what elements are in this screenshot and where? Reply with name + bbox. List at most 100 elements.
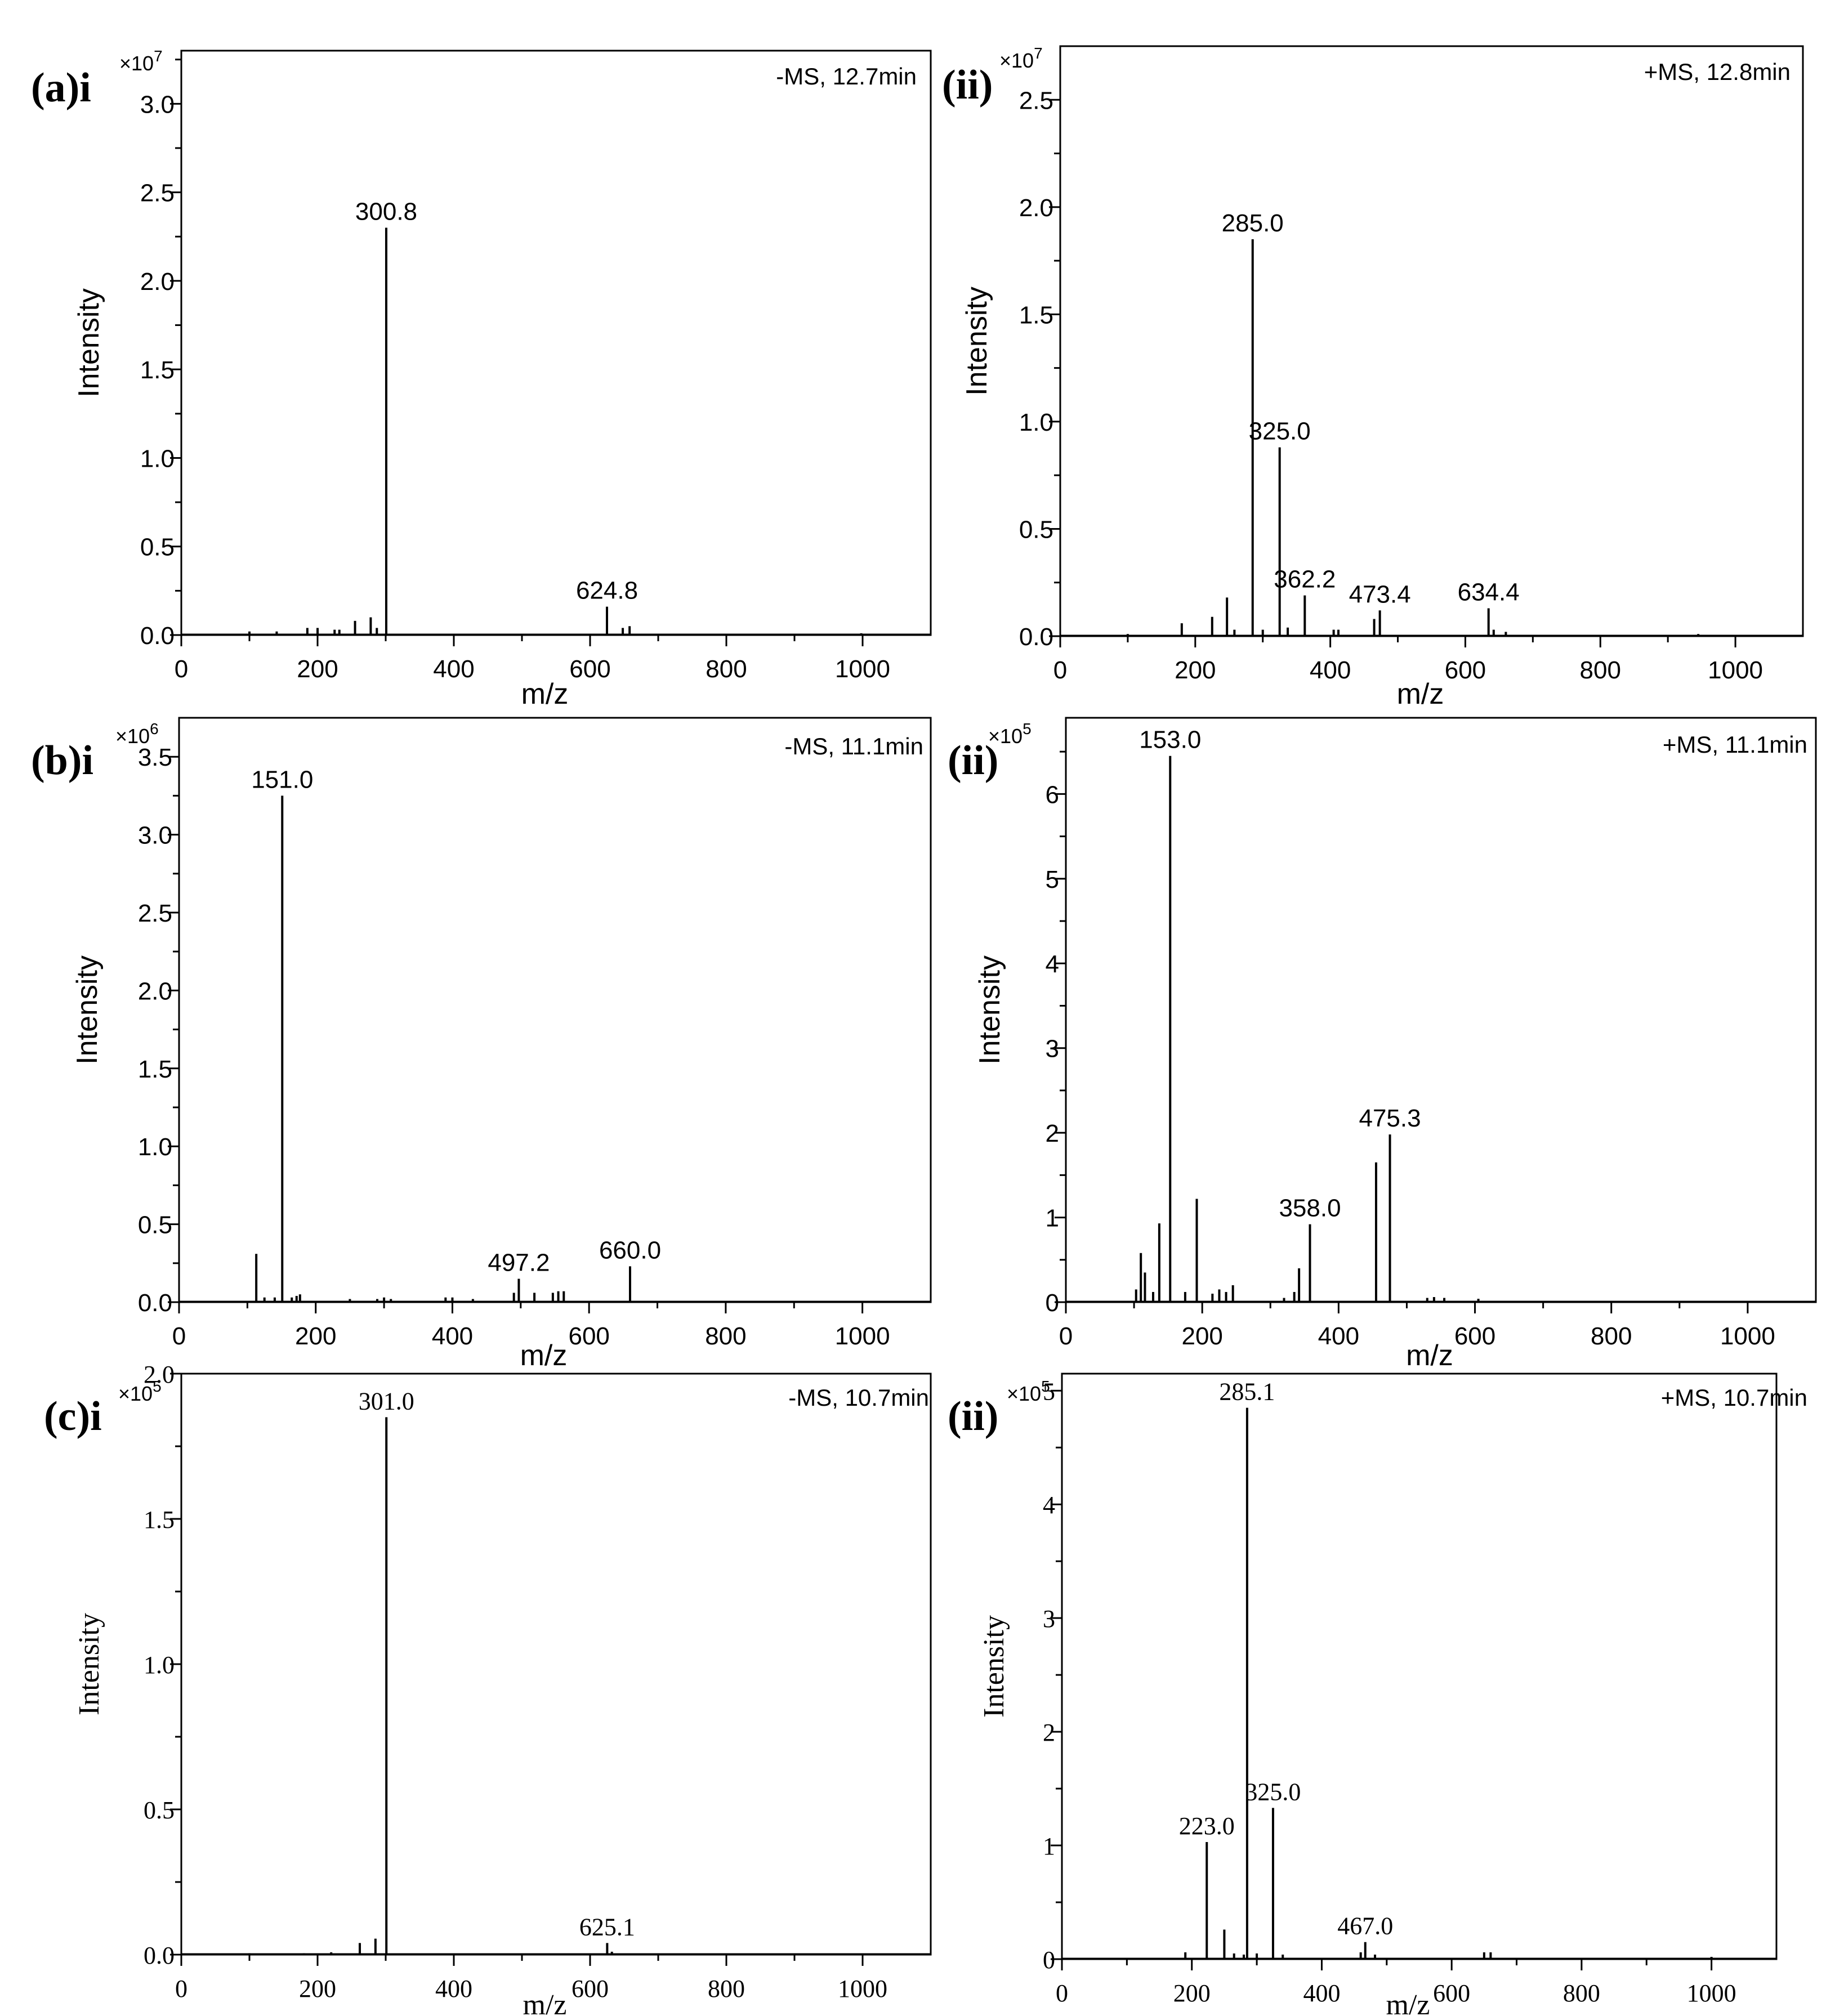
x-tick-label: 0 <box>175 1975 187 2002</box>
y-axis-label: Intensity <box>73 1613 105 1715</box>
x-tick-label: 1000 <box>835 655 890 683</box>
x-axis-label: m/z <box>1406 1339 1453 1372</box>
peak-label: 634.4 <box>1458 578 1520 606</box>
x-tick-label: 800 <box>708 1975 745 2002</box>
x-tick-label: 600 <box>1433 1979 1470 2007</box>
peak-label: 153.0 <box>1139 726 1201 754</box>
x-axis-label: m/z <box>520 1339 568 1372</box>
x-tick-label: 1000 <box>835 1322 890 1350</box>
peak-label: 473.4 <box>1349 580 1411 608</box>
y-tick-label: 1.0 <box>138 1133 172 1161</box>
x-tick-label: 800 <box>1580 656 1621 684</box>
x-tick-label: 400 <box>433 655 474 683</box>
peak-label: 362.2 <box>1274 566 1336 593</box>
panel-label: (ii) <box>948 737 998 784</box>
y-tick-label: 2 <box>1046 1120 1059 1147</box>
y-tick-label: 1.5 <box>140 356 175 384</box>
y-tick-label: 1.0 <box>144 1651 175 1679</box>
y-tick-label: 4 <box>1043 1491 1055 1519</box>
x-tick-label: 600 <box>569 655 610 683</box>
x-tick-label: 200 <box>295 1322 336 1350</box>
x-tick-label: 200 <box>297 655 338 683</box>
x-tick-label: 400 <box>1303 1979 1340 2007</box>
y-tick-label: 5 <box>1043 1378 1055 1405</box>
y-tick-label: 1.0 <box>140 445 175 472</box>
panel-c-ii: 0 200 400 600 800 1000 0 1 2 3 4 5 285.1 223.0 325.0 46… <box>948 1373 1807 2016</box>
peak-label: 358.0 <box>1279 1195 1341 1222</box>
y-multiplier-exponent: 6 <box>150 720 159 737</box>
scan-annotation: +MS, 11.1min <box>1663 731 1807 758</box>
y-multiplier-exponent: 5 <box>153 1378 162 1395</box>
x-tick-label: 0 <box>1056 1979 1068 2007</box>
x-tick-label: 0 <box>1059 1322 1073 1350</box>
y-tick-label: 1.5 <box>1019 301 1053 329</box>
peak-label: 467.0 <box>1337 1912 1393 1940</box>
x-tick-label: 1000 <box>1720 1322 1775 1350</box>
y-axis-label: Intensity <box>978 1615 1010 1718</box>
panel-label: (ii) <box>948 1393 998 1440</box>
x-tick-label: 600 <box>568 1322 609 1350</box>
y-tick-label: 2.5 <box>138 900 172 927</box>
y-tick-label: 4 <box>1046 950 1059 978</box>
scan-annotation: -MS, 10.7min <box>788 1384 929 1411</box>
x-tick-label: 200 <box>1175 656 1216 684</box>
panel-label: (a)i <box>31 65 91 111</box>
y-tick-label: 2.0 <box>138 977 172 1005</box>
panel-label: (b)i <box>31 737 93 784</box>
y-tick-label: 1.5 <box>138 1056 172 1083</box>
y-tick-label: 2 <box>1043 1719 1055 1746</box>
y-tick-label: 3.0 <box>138 822 172 850</box>
y-tick-label: 0.0 <box>138 1289 172 1317</box>
y-multiplier-exponent: 5 <box>1023 720 1032 737</box>
y-tick-label: 1.5 <box>144 1506 175 1534</box>
y-tick-label: 2.0 <box>140 268 175 296</box>
y-tick-label: 1.0 <box>1019 409 1053 436</box>
x-tick-label: 400 <box>1318 1322 1359 1350</box>
peak-label: 497.2 <box>488 1249 550 1276</box>
peak-label: 300.8 <box>355 198 417 226</box>
x-tick-label: 800 <box>1563 1979 1600 2007</box>
x-tick-label: 600 <box>1445 656 1486 684</box>
peak-label: 625.1 <box>579 1913 635 1941</box>
x-tick-label: 1000 <box>1687 1979 1736 2007</box>
x-tick-label: 400 <box>435 1975 472 2002</box>
y-tick-label: 0.0 <box>140 622 175 650</box>
y-tick-label: 0.0 <box>144 1942 175 1969</box>
x-tick-label: 800 <box>705 1322 746 1350</box>
scan-annotation: -MS, 12.7min <box>776 63 917 90</box>
y-tick-label: 3.5 <box>138 744 172 771</box>
peak-label: 624.8 <box>576 577 638 605</box>
y-tick-label: 1 <box>1043 1832 1055 1860</box>
x-tick-label: 1000 <box>1708 656 1763 684</box>
y-tick-label: 0 <box>1046 1289 1059 1317</box>
x-tick-label: 200 <box>1173 1979 1211 2007</box>
x-tick-label: 600 <box>1454 1322 1495 1350</box>
x-tick-label: 800 <box>1591 1322 1632 1350</box>
x-tick-label: 0 <box>1053 656 1067 684</box>
panel-a-i: 0 200 400 600 800 1000 0.0 0.5 1.0 1.5 2.0 2.5 3.0 30… <box>31 47 932 710</box>
y-tick-label: 0.0 <box>1019 623 1053 651</box>
y-tick-label: 3 <box>1046 1035 1059 1063</box>
scan-annotation: -MS, 11.1min <box>784 733 923 759</box>
peak-label: 475.3 <box>1359 1105 1421 1132</box>
peak-label: 660.0 <box>599 1236 661 1264</box>
x-tick-label: 800 <box>706 655 747 683</box>
y-axis-label: Intensity <box>73 288 105 397</box>
peak-label: 325.0 <box>1249 418 1311 445</box>
panel-c-i: 0 200 400 600 800 1000 0.0 0.5 1.0 1.5 2.0 301.0 625… <box>44 1361 932 2016</box>
peak-label: 285.0 <box>1222 209 1284 237</box>
peak-label: 301.0 <box>359 1387 414 1415</box>
y-multiplier-exponent: 7 <box>154 47 163 65</box>
y-tick-label: 6 <box>1046 781 1059 808</box>
x-tick-label: 600 <box>572 1975 609 2002</box>
y-tick-label: 2.0 <box>1019 194 1053 222</box>
panel-label: (ii) <box>942 62 993 108</box>
scan-annotation: +MS, 12.8min <box>1644 59 1791 85</box>
x-axis-label: m/z <box>1397 678 1444 710</box>
y-axis-label: Intensity <box>961 287 993 396</box>
y-tick-label: 0.5 <box>1019 516 1053 543</box>
y-tick-label: 3 <box>1043 1605 1055 1633</box>
x-tick-label: 200 <box>299 1975 336 2002</box>
